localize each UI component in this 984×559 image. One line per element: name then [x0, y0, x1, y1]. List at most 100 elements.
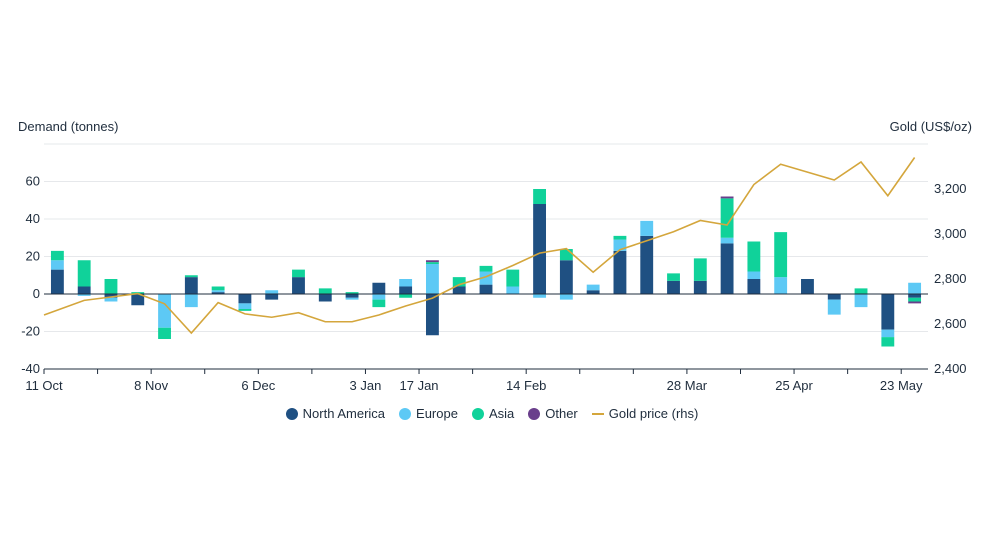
bar-asia [425, 262, 439, 264]
bar-north-america [720, 243, 734, 294]
bar-europe [265, 290, 279, 294]
bar-asia [613, 235, 627, 240]
bar-asia [211, 286, 225, 291]
bar-asia [720, 198, 734, 238]
bar-europe [854, 294, 868, 308]
x-tick-label: 14 Feb [506, 378, 546, 393]
bar-asia [158, 327, 171, 339]
y-tick-label-left: 0 [33, 286, 40, 301]
y-axis-right-title: Gold (US$/oz) [889, 119, 972, 134]
legend-marker-asia [471, 407, 484, 420]
legend: North America Europe Asia Other Gold pri… [0, 406, 984, 421]
bar-north-america [238, 294, 252, 304]
bar-north-america [881, 294, 895, 330]
bar-north-america [104, 294, 118, 298]
y-tick-label-right: 3,200 [934, 181, 967, 196]
bar-north-america [801, 279, 814, 294]
bar-north-america [533, 204, 547, 294]
bar-north-america [908, 294, 922, 298]
bar-europe [50, 260, 64, 270]
bar-asia [533, 189, 547, 204]
bar-europe [586, 284, 600, 291]
bar-north-america [693, 280, 707, 294]
bar-other [720, 196, 734, 199]
bar-north-america [372, 282, 386, 294]
bar-north-america [667, 280, 680, 294]
legend-marker-other [528, 407, 541, 420]
bar-europe [881, 329, 895, 338]
legend-marker-gold-price [591, 412, 604, 415]
bar-north-america [559, 260, 573, 294]
bar-north-america [345, 294, 359, 298]
bar-north-america [613, 250, 627, 294]
legend-marker-europe [399, 407, 412, 420]
legend-label-europe: Europe [416, 406, 458, 421]
bar-europe [372, 294, 386, 300]
bar-north-america [292, 277, 305, 294]
legend-item-other[interactable]: Other [528, 406, 578, 421]
legend-label-gold-price: Gold price (rhs) [608, 406, 699, 421]
y-tick-label-left: -20 [21, 324, 40, 339]
bar-asia [506, 269, 520, 287]
bar-north-america [131, 294, 145, 306]
bar-europe [399, 279, 413, 287]
bar-europe [774, 277, 788, 294]
bar-asia [693, 258, 707, 281]
y-tick-label-left: 40 [26, 211, 40, 226]
y-tick-label-right: 2,800 [934, 271, 967, 286]
bar-asia [372, 299, 386, 308]
y-tick-label-right: 3,000 [934, 226, 967, 241]
x-tick-label: 25 Apr [775, 378, 813, 393]
y-tick-label-right: 2,400 [934, 361, 967, 376]
bar-europe [613, 239, 627, 251]
bar-asia [184, 275, 198, 278]
bar-north-america [265, 294, 279, 300]
bar-asia [854, 288, 868, 294]
bar-europe [104, 297, 118, 302]
bar-north-america [184, 277, 198, 294]
bar-asia [399, 294, 413, 298]
bar-asia [747, 241, 761, 272]
bar-asia [77, 260, 91, 287]
legend-item-europe[interactable]: Europe [399, 406, 458, 421]
bar-north-america [77, 286, 91, 294]
y-tick-label-left: 20 [26, 249, 40, 264]
bar-europe [77, 294, 91, 296]
bar-europe [908, 282, 922, 294]
bar-north-america [640, 235, 654, 294]
legend-item-asia[interactable]: Asia [471, 406, 514, 421]
x-tick-label: 11 Oct [25, 378, 63, 393]
bar-asia [452, 277, 466, 287]
bar-other [908, 301, 922, 304]
bar-north-america [50, 269, 64, 294]
bar-north-america [747, 279, 761, 294]
y-axis-left-title: Demand (tonnes) [18, 119, 119, 134]
bar-europe [184, 294, 198, 308]
y-tick-label-left: -40 [21, 361, 40, 376]
bar-europe [211, 290, 225, 293]
bar-europe [425, 264, 439, 294]
legend-item-gold-price[interactable]: Gold price (rhs) [591, 406, 699, 421]
bar-asia [881, 337, 895, 347]
bar-north-america [479, 284, 493, 294]
bar-north-america [452, 286, 466, 294]
x-tick-label: 3 Jan [350, 378, 382, 393]
bar-asia [292, 269, 305, 278]
legend-label-other: Other [545, 406, 578, 421]
bar-europe [559, 294, 573, 300]
bar-asia [667, 273, 680, 281]
x-tick-label: 17 Jan [400, 378, 439, 393]
bar-north-america [827, 294, 841, 300]
bar-asia [50, 250, 64, 261]
bar-europe [345, 297, 359, 300]
bar-europe [747, 271, 761, 279]
bar-europe [238, 303, 252, 309]
bar-asia [908, 297, 922, 302]
legend-label-north-america: North America [302, 406, 386, 421]
legend-item-north-america[interactable]: North America [285, 406, 386, 421]
x-tick-label: 8 Nov [134, 378, 168, 393]
x-tick-label: 23 May [880, 378, 923, 393]
x-tick-label: 28 Mar [667, 378, 708, 393]
